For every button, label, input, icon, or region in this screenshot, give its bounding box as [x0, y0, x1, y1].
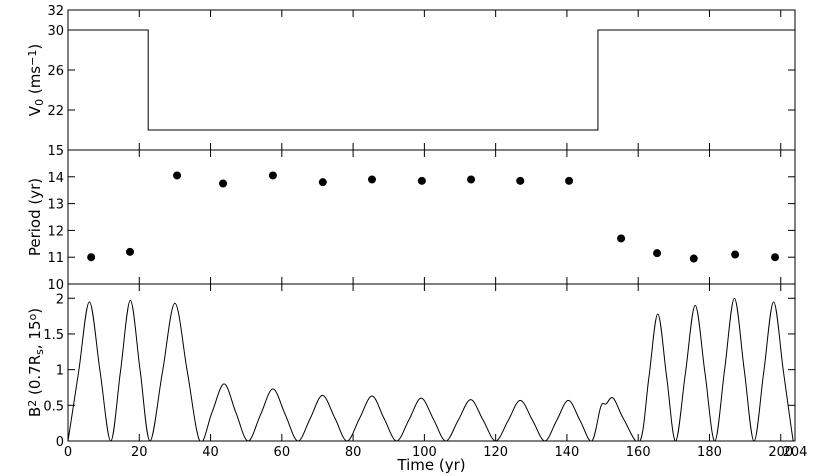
x-tick-label: 60	[274, 445, 291, 460]
panel-frame	[67, 9, 796, 151]
data-point	[516, 176, 525, 185]
y-tick-label: 1.5	[43, 328, 64, 343]
y-tick-label: 11	[47, 251, 64, 266]
data-point	[617, 234, 626, 243]
x-tick-label: 200	[768, 445, 793, 460]
x-tick-label: 140	[555, 445, 580, 460]
y-axis-label-part: B	[26, 407, 44, 417]
y-axis-label-part: V	[26, 105, 44, 116]
y-tick-label: 0	[56, 435, 64, 450]
data-point	[173, 171, 182, 180]
data-point	[565, 176, 574, 185]
y-tick-label: 1	[56, 364, 64, 379]
x-tick-label: 80	[345, 445, 362, 460]
data-point	[689, 254, 698, 263]
x-tick-label: 160	[626, 445, 651, 460]
y-tick-label: 26	[47, 64, 64, 79]
y-axis-label: V0 (ms−1)	[26, 44, 46, 116]
data-point	[318, 178, 327, 187]
data-line	[68, 297, 795, 441]
data-point	[653, 249, 662, 258]
x-tick-label: 40	[202, 445, 219, 460]
data-point	[126, 247, 135, 256]
y-axis-label-part: −1	[26, 50, 39, 66]
y-axis-label-part: (0.7R	[26, 355, 44, 400]
x-tick-label: 120	[483, 445, 508, 460]
y-tick-label: 14	[47, 171, 64, 186]
x-axis-label: Time (yr)	[396, 456, 465, 474]
data-point	[467, 175, 476, 184]
data-point	[219, 179, 228, 188]
y-tick-label: 32	[47, 4, 64, 19]
data-point	[268, 171, 277, 180]
data-point	[87, 253, 96, 262]
y-axis-label-part: Period (yr)	[26, 178, 44, 256]
data-point	[771, 253, 780, 262]
data-line	[68, 29, 795, 131]
y-tick-label: 22	[47, 104, 64, 119]
data-point	[417, 176, 426, 185]
data-point	[731, 250, 740, 259]
y-axis-label-part: o	[26, 314, 39, 321]
x-tick-label: 20	[131, 445, 148, 460]
y-axis-label-part: , 15	[26, 321, 44, 350]
x-tick-label: 180	[697, 445, 722, 460]
y-axis-label-part: )	[26, 44, 44, 50]
x-tick-label: 100	[412, 445, 437, 460]
y-axis-label: B2 (0.7Rs, 15o)	[26, 308, 46, 417]
y-tick-label: 12	[47, 224, 64, 239]
y-tick-label: 0.5	[43, 399, 64, 414]
y-axis-label: Period (yr)	[26, 178, 44, 256]
x-tick-label: 204	[783, 445, 808, 460]
y-tick-label: 2	[56, 292, 64, 307]
y-tick-label: 30	[47, 24, 64, 39]
y-tick-label: 10	[47, 278, 64, 293]
y-axis-label-part: 0	[33, 99, 46, 106]
data-point	[367, 175, 376, 184]
y-axis-label-part: 2	[26, 400, 39, 407]
y-tick-label: 15	[47, 144, 64, 159]
panel-frame	[67, 283, 796, 442]
y-axis-label-part: s	[33, 349, 46, 355]
panel-frame	[67, 149, 796, 285]
y-axis-label-part: )	[26, 308, 44, 314]
x-tick-label: 0	[64, 445, 72, 460]
y-axis-label-part: (ms	[26, 66, 44, 99]
y-tick-label: 13	[47, 198, 64, 213]
